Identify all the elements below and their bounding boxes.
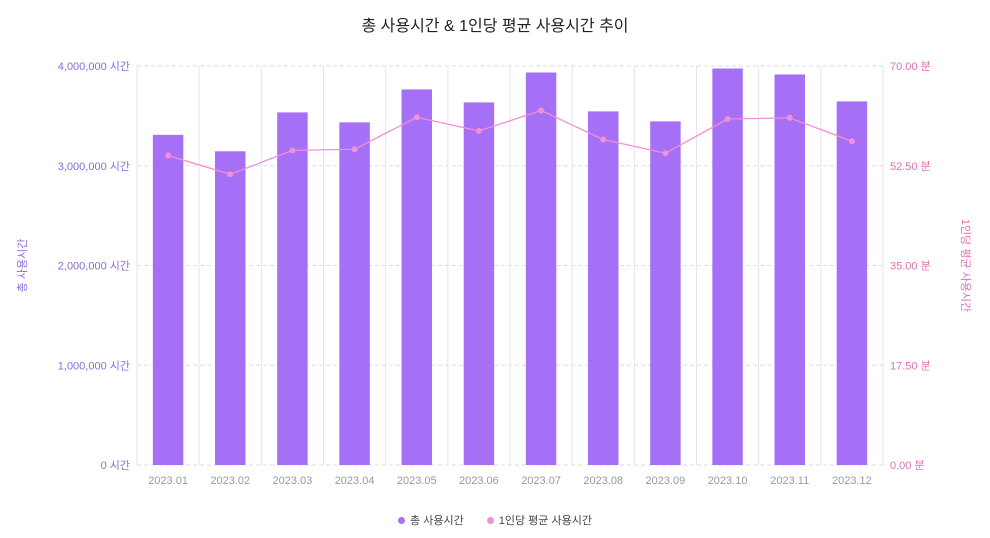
line-point [538,107,545,114]
bar [774,74,805,465]
x-tick-label: 2023.11 [770,475,809,487]
line-point [351,146,358,153]
line-point [724,116,731,123]
legend-item-total[interactable]: 총 사용시간 [398,512,464,528]
y-right-tick-label: 0.00 분 [890,460,925,472]
bar [650,121,681,465]
legend-label-average: 1인당 평균 사용시간 [498,515,592,527]
line-point [227,171,234,178]
line-point [165,152,172,159]
x-tick-label: 2023.09 [646,475,686,487]
legend-marker-average [486,517,494,524]
x-tick-label: 2023.10 [708,475,748,487]
y-left-axis-title: 총 사용시간 [16,239,29,293]
legend-label-total: 총 사용시간 [410,515,464,527]
legend-item-average[interactable]: 1인당 평균 사용시간 [486,512,592,528]
x-tick-label: 2023.01 [148,475,188,487]
x-tick-label: 2023.04 [335,475,375,487]
y-right-tick-label: 35.00 분 [890,261,931,273]
bar [712,68,743,466]
bar [215,151,246,465]
bar [277,112,308,465]
y-right-tick-label: 70.00 분 [890,61,931,73]
line-point [848,138,855,145]
x-tick-label: 2023.07 [521,475,561,487]
bar [588,111,619,465]
y-left-tick-label: 4,000,000 시간 [58,60,130,73]
line-series [167,109,853,175]
line-point [600,136,607,143]
y-left-tick-label: 2,000,000 시간 [58,260,130,273]
chart-title: 총 사용시간 & 1인당 평균 사용시간 추이 [361,18,629,35]
x-tick-label: 2023.03 [273,475,313,487]
y-right-tick-label: 17.50 분 [890,360,931,372]
x-tick-label: 2023.12 [832,475,872,487]
y-left-tick-label: 0 시간 [101,459,130,472]
x-tick-label: 2023.02 [210,475,250,487]
x-tick-label: 2023.05 [397,475,437,487]
line-point [413,114,420,121]
y-left-tick-label: 3,000,000 시간 [58,160,130,173]
y-left-tick-label: 1,000,000 시간 [58,359,130,372]
bar [463,102,495,465]
bar [339,122,370,465]
y-right-axis-title: 1인당 평균 사용시간 [959,219,972,312]
bar [525,72,557,465]
x-tick-label: 2023.06 [459,475,499,487]
line-point [786,114,793,121]
bar [152,134,184,465]
y-right-tick-label: 52.50 분 [890,161,931,173]
legend-marker-total [398,517,406,524]
line-point [475,127,482,134]
line-point [662,150,669,157]
line-point [289,147,296,154]
legend[interactable]: 총 사용시간 1인당 평균 사용시간 [0,512,990,528]
bar [836,101,868,465]
bar [401,89,432,465]
x-tick-label: 2023.08 [583,475,623,487]
